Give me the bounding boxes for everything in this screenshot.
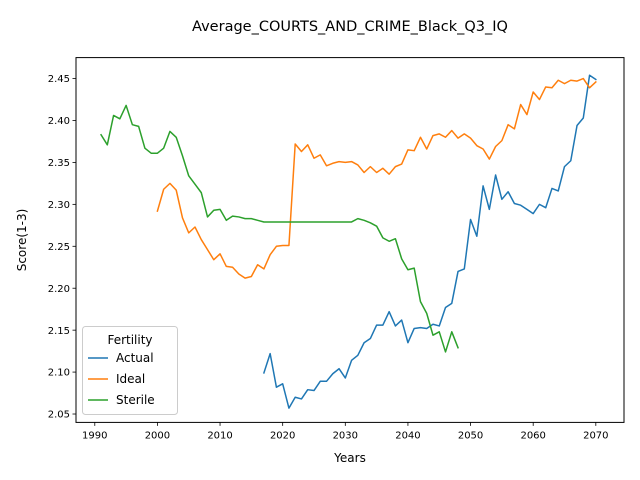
x-tick-label: 2070 xyxy=(583,430,608,441)
x-tick-label: 2040 xyxy=(395,430,420,441)
legend-label-sterile: Sterile xyxy=(116,393,155,407)
plot-lines xyxy=(100,74,597,409)
x-tick-label: 2050 xyxy=(458,430,483,441)
legend-label-ideal: Ideal xyxy=(116,372,145,386)
y-tick-label: 2.45 xyxy=(48,74,70,85)
x-tick-label: 2060 xyxy=(520,430,545,441)
x-tick-label: 2030 xyxy=(333,430,358,441)
x-tick-label: 1990 xyxy=(82,430,107,441)
y-tick-label: 2.40 xyxy=(48,116,70,127)
x-axis-label: Years xyxy=(333,451,366,465)
y-tick-label: 2.30 xyxy=(48,200,70,211)
y-tick-label: 2.35 xyxy=(48,158,70,169)
plot-frame xyxy=(75,57,625,423)
series-line-ideal xyxy=(156,77,597,279)
y-tick-label: 2.10 xyxy=(48,368,70,379)
y-axis-ticks: 2.05 2.10 2.15 2.20 2.25 2.30 2.35 2.40 2.45 xyxy=(48,74,76,421)
legend-label-actual: Actual xyxy=(116,351,154,365)
x-axis-ticks: 1990 2000 2010 2020 2030 2040 2050 2060 2070 xyxy=(82,422,609,441)
y-tick-label: 2.15 xyxy=(48,326,70,337)
series-line-sterile xyxy=(100,104,460,353)
y-axis-label: Score(1-3) xyxy=(15,209,29,272)
x-tick-label: 2010 xyxy=(207,430,232,441)
legend: Fertility Actual Ideal Sterile xyxy=(82,326,178,415)
chart-title: Average_COURTS_AND_CRIME_Black_Q3_IQ xyxy=(192,19,508,35)
x-tick-label: 2000 xyxy=(145,430,170,441)
legend-title: Fertility xyxy=(107,333,152,347)
legend-box xyxy=(82,326,178,415)
legend-entries: Actual Ideal Sterile xyxy=(88,351,155,407)
y-tick-label: 2.05 xyxy=(48,410,70,421)
x-tick-label: 2020 xyxy=(270,430,295,441)
y-tick-label: 2.25 xyxy=(48,242,70,253)
y-tick-label: 2.20 xyxy=(48,284,70,295)
